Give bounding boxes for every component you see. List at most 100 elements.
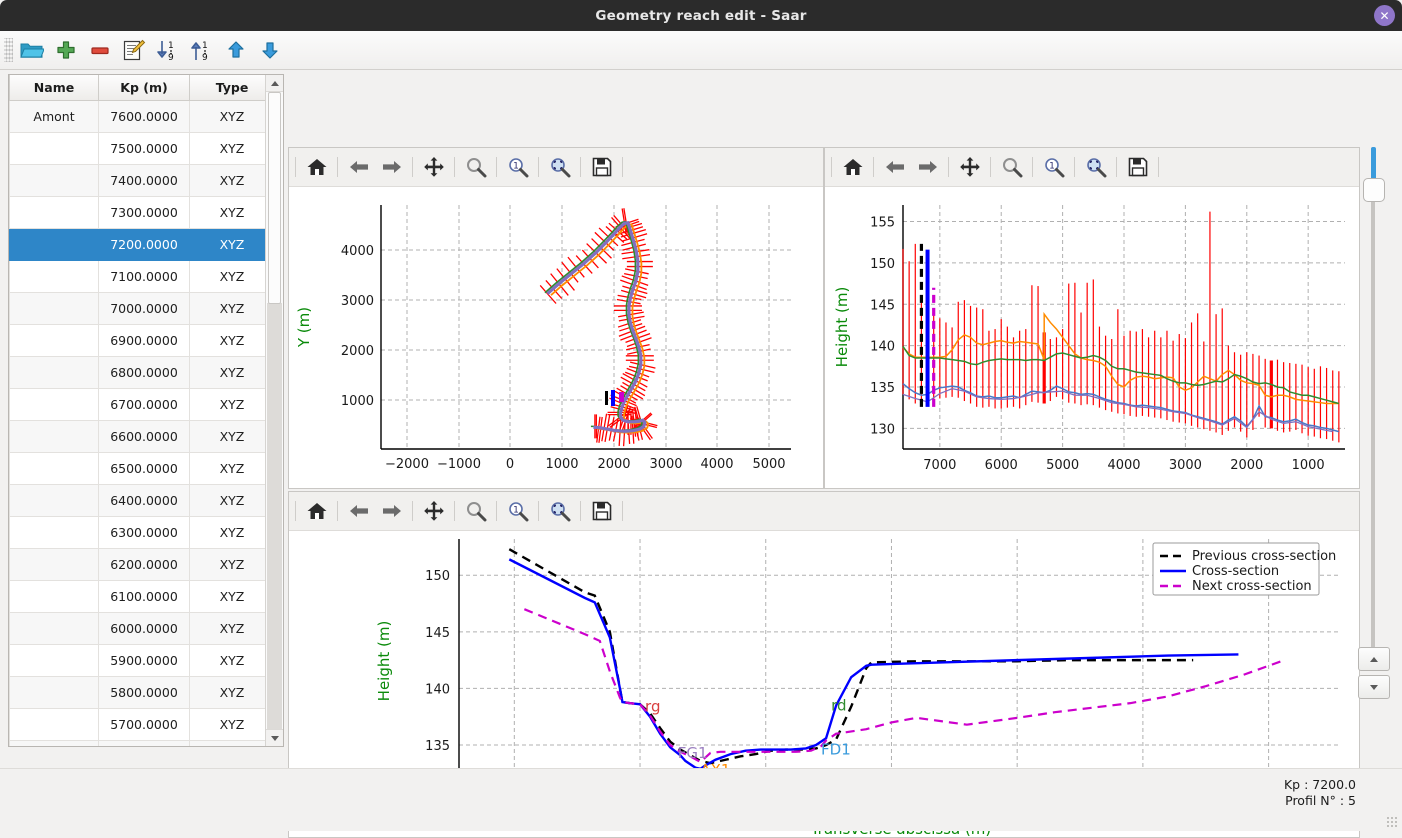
toolbar-grip[interactable] [4,38,13,62]
cell-name[interactable] [9,452,99,485]
zoom-one-button[interactable]: 1 [501,496,534,526]
cell-kp[interactable]: 6900.0000 [98,324,190,357]
slider-track[interactable] [1371,147,1375,659]
cell-kp[interactable]: 7200.0000 [98,228,190,261]
table-row[interactable]: 7000.0000 XYZ [9,292,275,325]
slider-thumb[interactable] [1363,178,1385,202]
cell-type[interactable]: XYZ [189,356,275,389]
cell-type[interactable]: XYZ [189,260,275,293]
save-button[interactable] [585,496,618,526]
cell-type[interactable]: XYZ [189,420,275,453]
table-row[interactable]: 6900.0000 XYZ [9,324,275,357]
home-button[interactable] [300,496,333,526]
cell-kp[interactable]: 6000.0000 [98,612,190,645]
move-up-button[interactable] [219,34,253,66]
cell-type[interactable]: XYZ [189,644,275,677]
column-header-name[interactable]: Name [9,75,99,101]
cell-name[interactable] [9,260,99,293]
save-button[interactable] [585,152,618,182]
cell-name[interactable] [9,516,99,549]
table-row[interactable]: Amont 7600.0000 XYZ [9,100,275,133]
forward-button[interactable] [911,152,944,182]
cell-kp[interactable]: 6800.0000 [98,356,190,389]
cell-kp[interactable]: 6300.0000 [98,516,190,549]
open-folder-button[interactable] [15,34,49,66]
table-row[interactable]: 6800.0000 XYZ [9,356,275,389]
longitudinal-canvas[interactable]: 130 135 140 145 150 155 7000 6000 5000 4000 3000 2… [825,187,1359,488]
cell-kp[interactable]: 5700.0000 [98,708,190,741]
cell-type[interactable]: XYZ [189,708,275,741]
profile-slider[interactable] [1359,147,1385,659]
scrollbar-track[interactable] [267,303,282,729]
cell-name[interactable] [9,484,99,517]
cell-name[interactable] [9,580,99,613]
cell-type[interactable]: XYZ [189,484,275,517]
cell-kp[interactable]: 5600.0000 [98,740,190,746]
remove-button[interactable] [83,34,117,66]
pan-button[interactable] [953,152,986,182]
scroll-up-button[interactable] [266,75,283,92]
cell-name[interactable] [9,388,99,421]
cell-name[interactable] [9,740,99,746]
cell-name[interactable] [9,196,99,229]
table-row[interactable]: 6700.0000 XYZ [9,388,275,421]
zoom-fit-button[interactable] [543,496,576,526]
home-button[interactable] [836,152,869,182]
cell-type[interactable]: XYZ [189,740,275,746]
cell-name[interactable] [9,292,99,325]
cell-type[interactable]: XYZ [189,164,275,197]
scrollbar-thumb[interactable] [268,92,281,304]
cell-kp[interactable]: 5800.0000 [98,676,190,709]
cell-type[interactable]: XYZ [189,324,275,357]
edit-button[interactable] [117,34,151,66]
cell-kp[interactable]: 6200.0000 [98,548,190,581]
cell-name[interactable] [9,164,99,197]
home-button[interactable] [300,152,333,182]
zoom-button[interactable] [459,496,492,526]
cell-type[interactable]: XYZ [189,228,275,261]
table-row[interactable]: 7100.0000 XYZ [9,260,275,293]
cell-name[interactable] [9,420,99,453]
table-row[interactable]: 7500.0000 XYZ [9,132,275,165]
cell-name[interactable] [9,676,99,709]
cell-kp[interactable]: 7600.0000 [98,100,190,133]
zoom-one-button[interactable]: 1 [501,152,534,182]
cell-name[interactable] [9,228,99,261]
table-row[interactable]: 6200.0000 XYZ [9,548,275,581]
forward-button[interactable] [375,496,408,526]
cell-kp[interactable]: 6400.0000 [98,484,190,517]
close-icon[interactable]: ✕ [1374,5,1395,26]
table-row[interactable]: 6400.0000 XYZ [9,484,275,517]
cell-type[interactable]: XYZ [189,548,275,581]
move-down-button[interactable] [253,34,287,66]
scroll-down-button[interactable] [266,729,283,746]
pan-button[interactable] [417,152,450,182]
save-button[interactable] [1121,152,1154,182]
profile-stepper[interactable] [1358,647,1390,703]
cell-type[interactable]: XYZ [189,132,275,165]
column-header-kp[interactable]: Kp (m) [98,75,190,101]
resize-grip[interactable] [1386,816,1398,828]
cell-kp[interactable]: 7000.0000 [98,292,190,325]
zoom-fit-button[interactable] [543,152,576,182]
cell-type[interactable]: XYZ [189,388,275,421]
step-up-button[interactable] [1358,647,1390,671]
table-row[interactable]: 5800.0000 XYZ [9,676,275,709]
cell-kp[interactable]: 7500.0000 [98,132,190,165]
table-scrollbar[interactable] [265,75,283,746]
cell-type[interactable]: XYZ [189,196,275,229]
cell-kp[interactable]: 7100.0000 [98,260,190,293]
back-button[interactable] [342,152,375,182]
cell-type[interactable]: XYZ [189,676,275,709]
zoom-one-button[interactable]: 1 [1037,152,1070,182]
table-row[interactable]: 7300.0000 XYZ [9,196,275,229]
back-button[interactable] [342,496,375,526]
zoom-fit-button[interactable] [1079,152,1112,182]
cell-kp[interactable]: 6100.0000 [98,580,190,613]
table-row[interactable]: 5700.0000 XYZ [9,708,275,741]
forward-button[interactable] [375,152,408,182]
add-button[interactable] [49,34,83,66]
back-button[interactable] [878,152,911,182]
column-header-type[interactable]: Type [189,75,275,101]
